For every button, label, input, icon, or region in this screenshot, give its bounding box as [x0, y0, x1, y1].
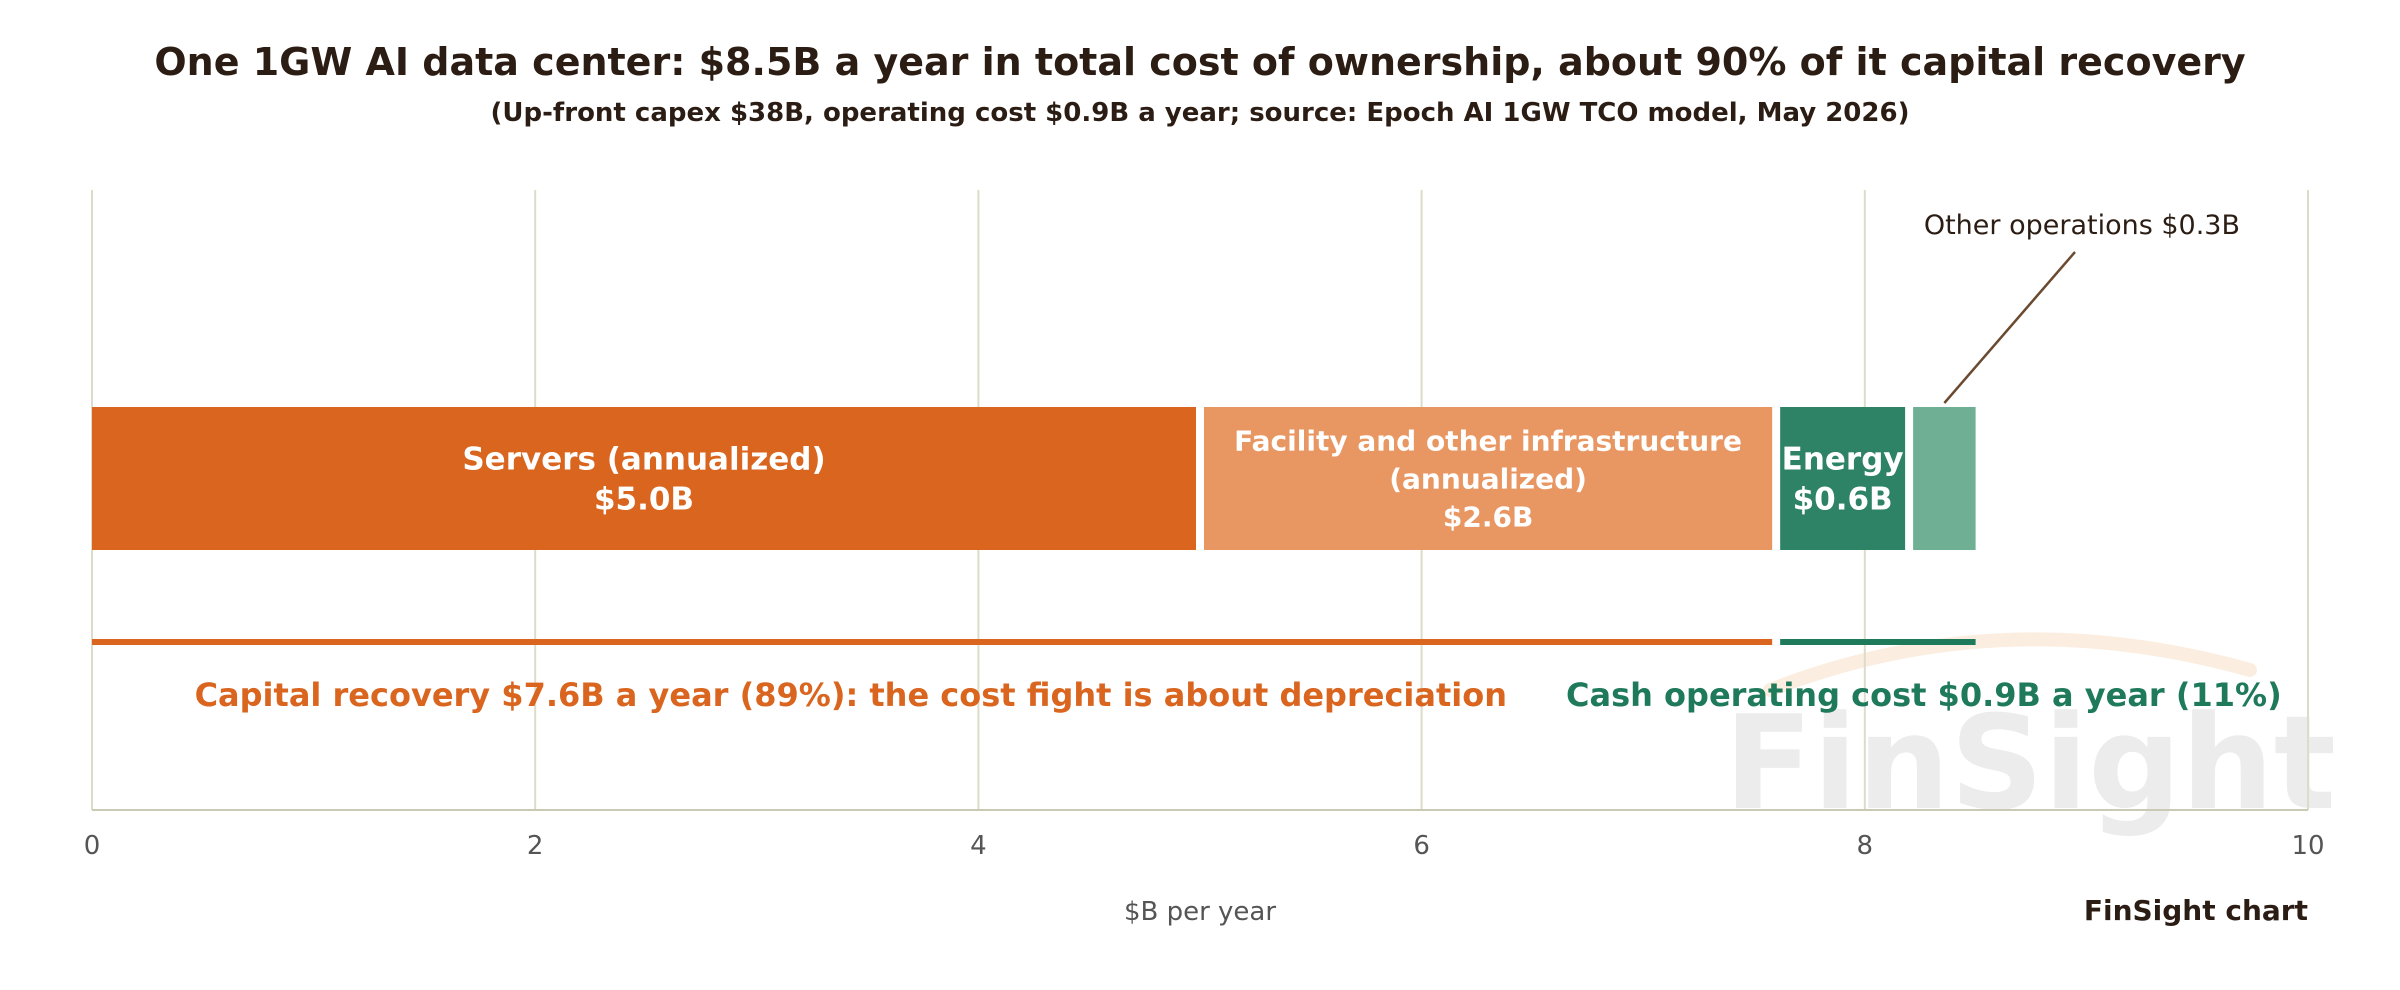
chart-title: One 1GW AI data center: $8.5B a year in … [154, 40, 2246, 84]
segment-label: Energy [1782, 442, 1904, 478]
watermark-logo: FinSight [1724, 687, 2336, 839]
segment-label: $0.6B [1793, 482, 1893, 518]
bracket-line [92, 639, 1773, 645]
segment-label: $5.0B [594, 482, 694, 518]
bracket-line [1780, 639, 1976, 645]
watermark-arc [1763, 632, 2257, 697]
x-tick-label: 10 [2291, 831, 2324, 861]
bar-segment [1204, 407, 1773, 550]
segment-label: Servers (annualized) [462, 442, 825, 478]
x-tick-label: 0 [84, 831, 101, 861]
callout-leader-line [1943, 251, 2076, 404]
segment-label: $2.6B [1443, 501, 1533, 534]
capital-recovery-label: Capital recovery $7.6B a year (89%): the… [195, 676, 1507, 714]
callout-label: Other operations $0.3B [1924, 210, 2240, 241]
operating-cost-label: Cash operating cost $0.9B a year (11%) [1566, 676, 2282, 714]
x-tick-label: 2 [527, 831, 544, 861]
chart-subtitle: (Up-front capex $38B, operating cost $0.… [490, 98, 1910, 128]
segment-label: (annualized) [1389, 463, 1587, 496]
x-axis-label: $B per year [1124, 897, 1276, 927]
x-tick-label: 4 [970, 831, 987, 861]
bar-segment [1913, 407, 1976, 550]
x-tick-label: 6 [1413, 831, 1430, 861]
bar-segment [92, 407, 1196, 550]
bar-segment [1780, 407, 1906, 550]
segment-label: Facility and other infrastructure [1234, 425, 1742, 458]
x-tick-label: 8 [1857, 831, 1874, 861]
chart-credit: FinSight chart [2084, 894, 2308, 927]
